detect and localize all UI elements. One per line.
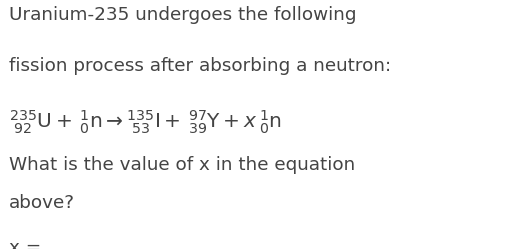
Text: above?: above? bbox=[9, 194, 75, 212]
Text: x =: x = bbox=[9, 239, 48, 249]
Text: What is the value of x in the equation: What is the value of x in the equation bbox=[9, 156, 355, 174]
Text: fission process after absorbing a neutron:: fission process after absorbing a neutro… bbox=[9, 57, 392, 75]
Text: Uranium-235 undergoes the following: Uranium-235 undergoes the following bbox=[9, 6, 357, 24]
Text: $\mathsf{^{235}_{\ 92}U + \,^{1}_{0}n \rightarrow ^{135}_{\ 53}I + \,^{97}_{39}Y: $\mathsf{^{235}_{\ 92}U + \,^{1}_{0}n \r… bbox=[9, 108, 282, 136]
